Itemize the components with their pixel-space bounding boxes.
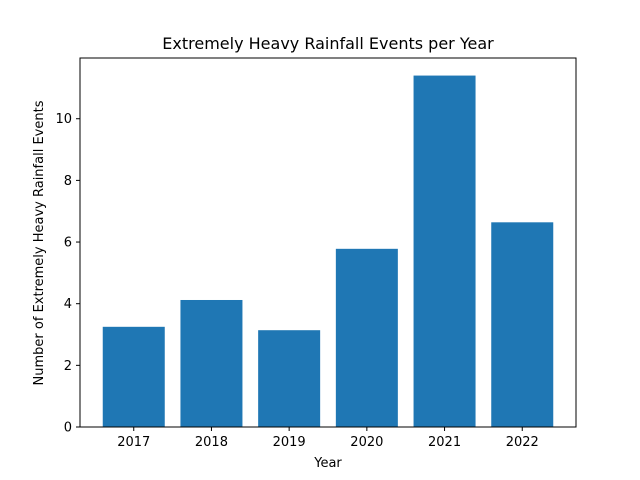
y-tick-label-2: 2 <box>64 359 72 374</box>
x-tick-label-2020: 2020 <box>350 435 383 450</box>
y-tick-label-10: 10 <box>55 112 72 127</box>
bar-2022 <box>491 222 554 427</box>
x-ticks: 2017 2018 2019 2020 2021 2022 <box>117 427 539 450</box>
bar-2019 <box>258 330 321 427</box>
y-axis-label: Number of Extremely Heavy Rainfall Event… <box>32 100 47 385</box>
y-tick-label-4: 4 <box>64 297 72 312</box>
x-tick-label-2017: 2017 <box>117 435 150 450</box>
x-tick-label-2022: 2022 <box>506 435 539 450</box>
bar-2018 <box>180 299 243 427</box>
y-tick-label-8: 8 <box>64 174 72 189</box>
bar-2017 <box>102 326 165 427</box>
bar-2021 <box>413 75 476 427</box>
chart-title: Extremely Heavy Rainfall Events per Year <box>162 34 494 53</box>
y-tick-label-6: 6 <box>64 236 72 251</box>
bars-layer <box>102 75 554 427</box>
bar-2020 <box>335 248 398 427</box>
x-axis-label: Year <box>313 456 342 471</box>
x-tick-label-2019: 2019 <box>273 435 306 450</box>
y-tick-label-0: 0 <box>64 421 72 436</box>
x-tick-label-2018: 2018 <box>195 435 228 450</box>
x-tick-label-2021: 2021 <box>428 435 461 450</box>
y-ticks: 0 2 4 6 8 10 <box>55 112 80 436</box>
